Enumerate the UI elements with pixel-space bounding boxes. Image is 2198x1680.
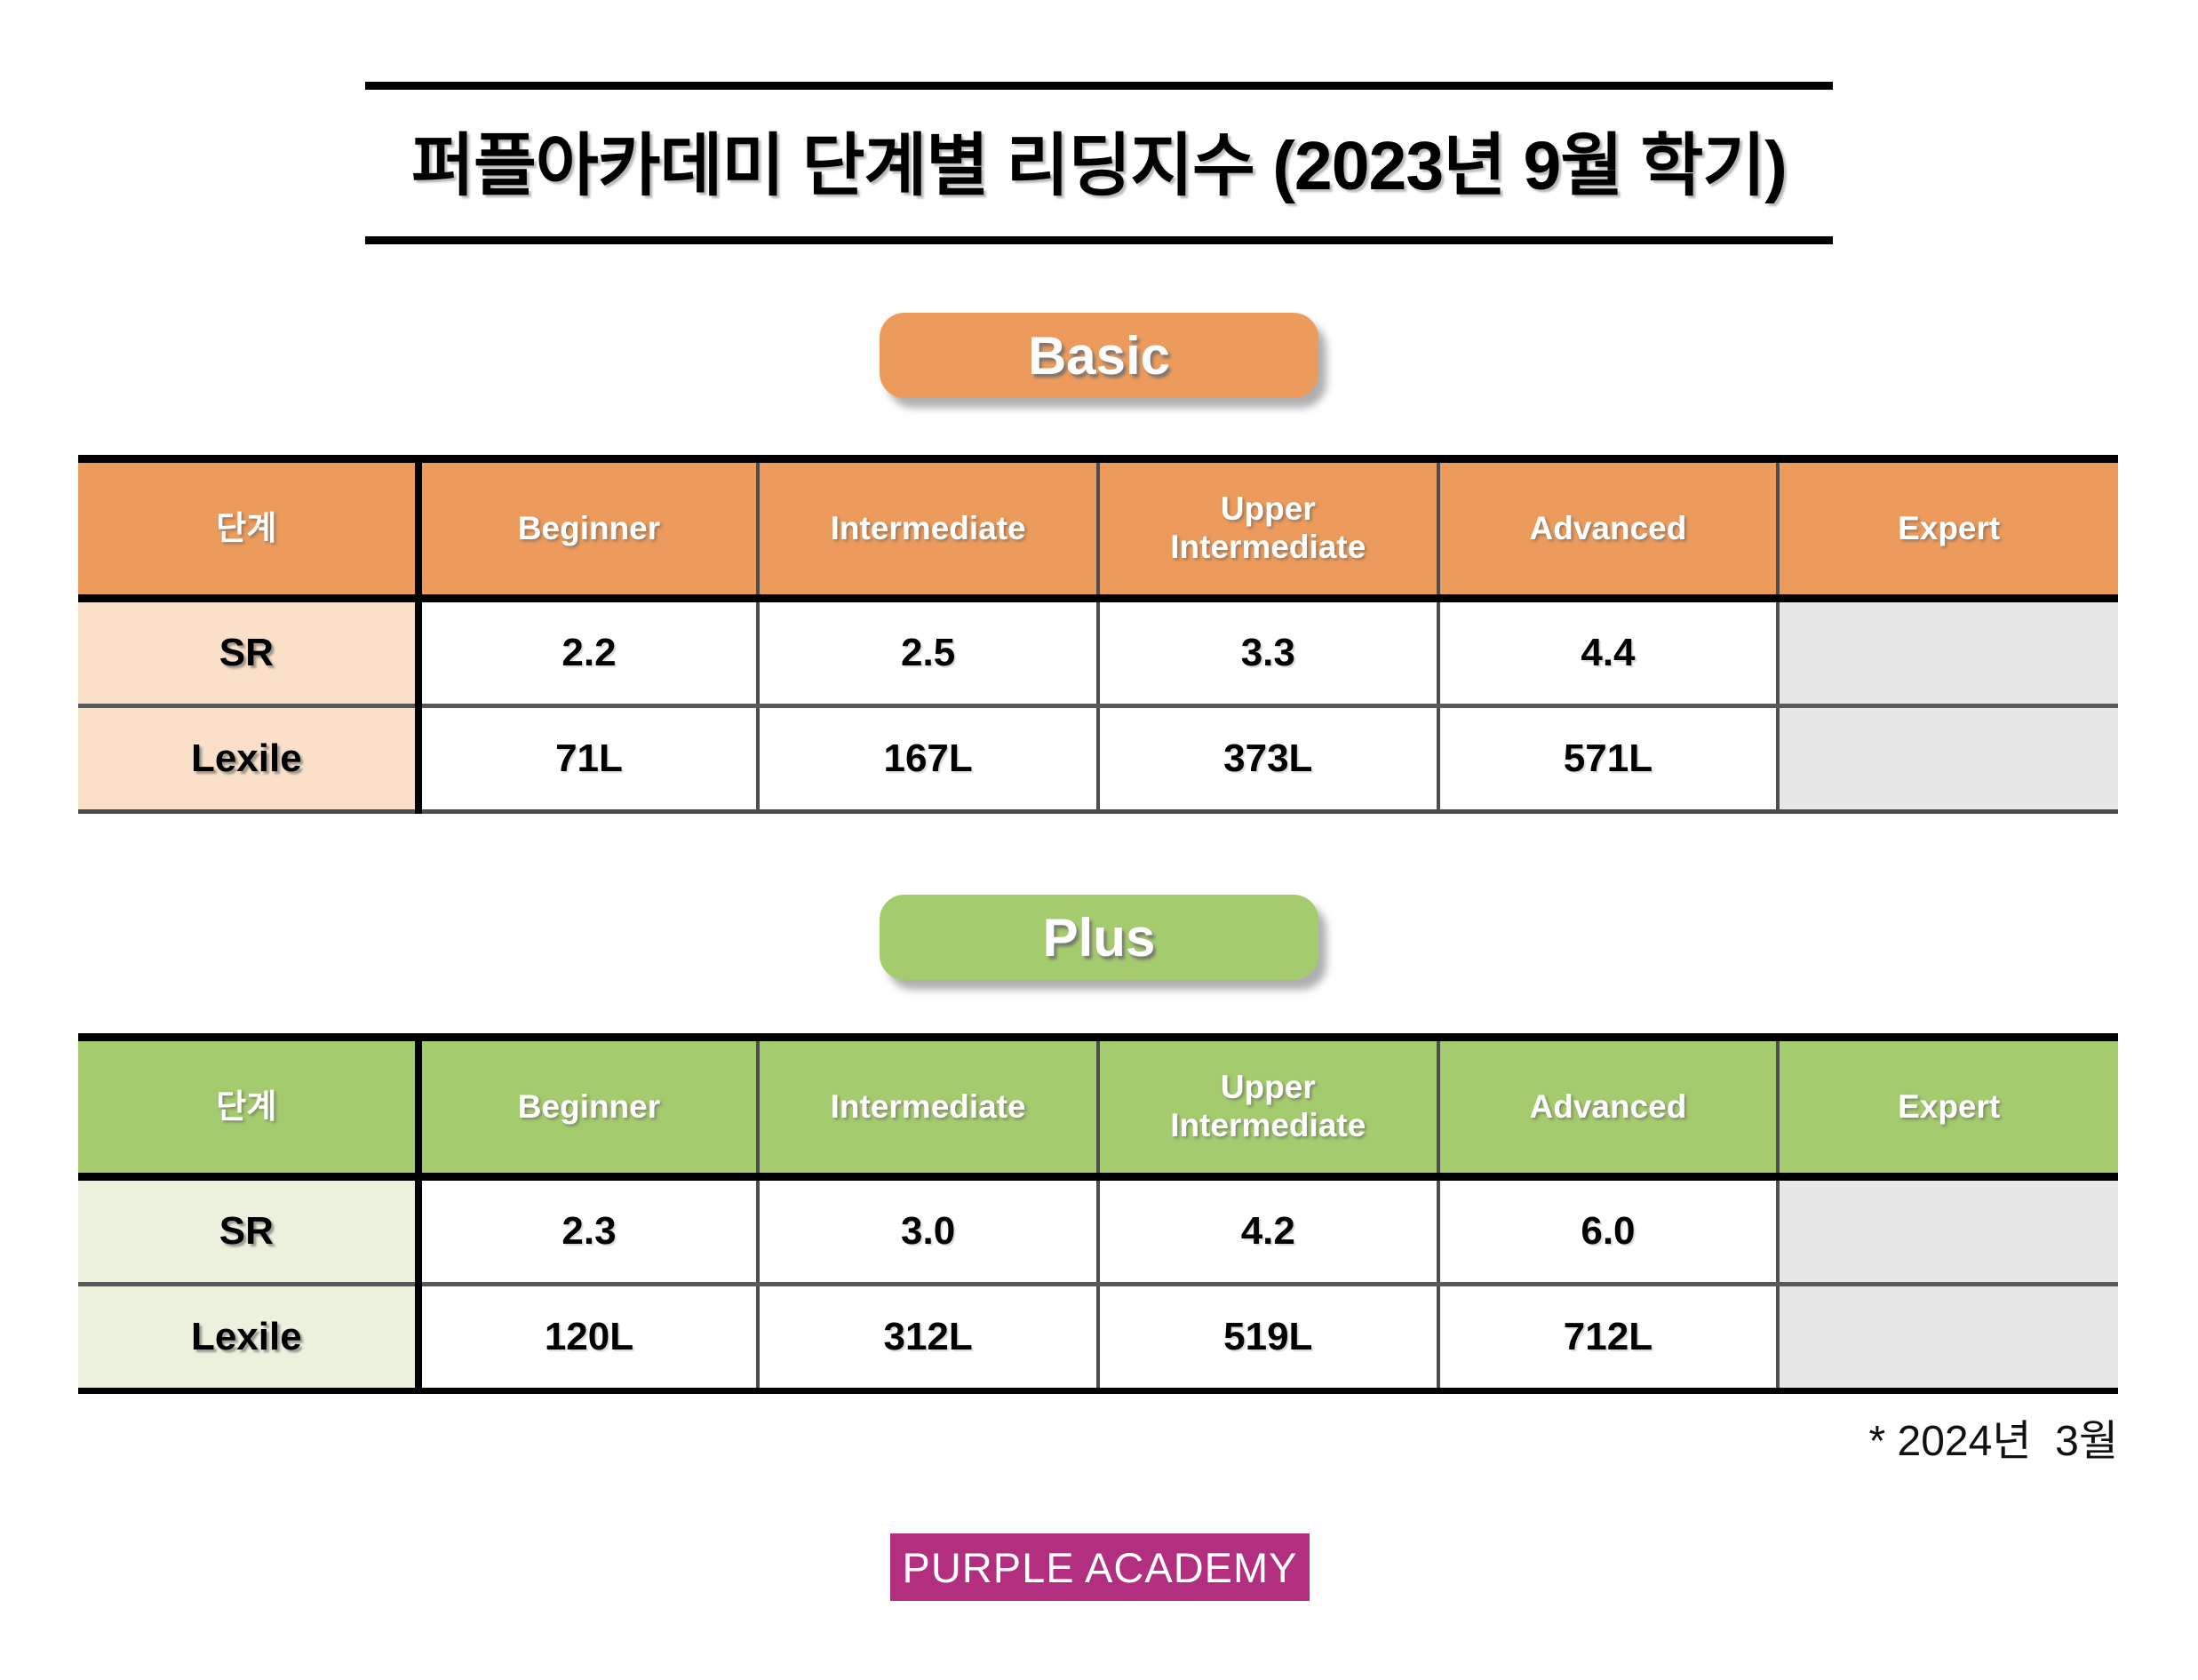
- basic-lexile-beginner: 71L: [418, 705, 761, 814]
- basic-sr-advanced: 4.4: [1437, 598, 1780, 708]
- plus-sr-row: SR 2.3 3.0 4.2 6.0: [78, 1176, 2118, 1286]
- basic-header-row: 단계 Beginner Intermediate Upper Intermedi…: [78, 455, 2118, 602]
- plus-header-level: 단계: [78, 1033, 422, 1181]
- basic-header-expert: Expert: [1778, 455, 2118, 602]
- plus-header-row: 단계 Beginner Intermediate Upper Intermedi…: [78, 1033, 2118, 1181]
- plus-lexile-expert: [1778, 1284, 2118, 1394]
- title-block: 퍼플아카데미 단계별 리딩지수 (2023년 9월 학기): [0, 82, 2198, 244]
- basic-sr-label: SR: [78, 598, 422, 708]
- basic-badge: Basic: [880, 313, 1318, 398]
- basic-lexile-upper-intermediate: 373L: [1097, 705, 1440, 814]
- page-title: 퍼플아카데미 단계별 리딩지수 (2023년 9월 학기): [411, 128, 1788, 204]
- purple-academy-logo: PURPLE ACADEMY: [890, 1533, 1310, 1601]
- basic-header-level: 단계: [78, 455, 422, 602]
- logo-text: PURPLE ACADEMY: [902, 1543, 1298, 1591]
- basic-sr-intermediate: 2.5: [758, 598, 1100, 708]
- basic-sr-expert: [1778, 598, 2118, 708]
- plus-sr-beginner: 2.3: [418, 1176, 761, 1286]
- plus-lexile-label: Lexile: [78, 1284, 422, 1394]
- plus-lexile-row: Lexile 120L 312L 519L 712L: [78, 1284, 2118, 1394]
- basic-header-beginner: Beginner: [418, 455, 761, 602]
- basic-badge-label: Basic: [1027, 325, 1171, 386]
- plus-header-advanced: Advanced: [1437, 1033, 1780, 1181]
- basic-lexile-label: Lexile: [78, 705, 422, 814]
- basic-sr-row: SR 2.2 2.5 3.3 4.4: [78, 598, 2118, 708]
- plus-header-expert: Expert: [1778, 1033, 2118, 1181]
- plus-lexile-upper-intermediate: 519L: [1097, 1284, 1440, 1394]
- basic-table: 단계 Beginner Intermediate Upper Intermedi…: [78, 455, 2118, 814]
- basic-lexile-advanced: 571L: [1437, 705, 1780, 814]
- plus-badge-label: Plus: [1042, 907, 1156, 967]
- plus-sr-advanced: 6.0: [1437, 1176, 1780, 1286]
- basic-lexile-row: Lexile 71L 167L 373L 571L: [78, 705, 2118, 814]
- plus-sr-upper-intermediate: 4.2: [1097, 1176, 1440, 1286]
- basic-sr-beginner: 2.2: [418, 598, 761, 708]
- plus-sr-label: SR: [78, 1176, 422, 1286]
- plus-header-intermediate: Intermediate: [758, 1033, 1100, 1181]
- basic-header-advanced: Advanced: [1437, 455, 1780, 602]
- basic-sr-upper-intermediate: 3.3: [1097, 598, 1440, 708]
- plus-header-beginner: Beginner: [418, 1033, 761, 1181]
- basic-header-intermediate: Intermediate: [758, 455, 1100, 602]
- basic-lexile-intermediate: 167L: [758, 705, 1100, 814]
- plus-table: 단계 Beginner Intermediate Upper Intermedi…: [78, 1033, 2118, 1394]
- basic-header-upper-intermediate: Upper Intermediate: [1097, 455, 1440, 602]
- plus-lexile-intermediate: 312L: [758, 1284, 1100, 1394]
- plus-sr-intermediate: 3.0: [758, 1176, 1100, 1286]
- plus-lexile-beginner: 120L: [418, 1284, 761, 1394]
- footnote: * 2024년 3월: [1868, 1418, 2118, 1465]
- basic-lexile-expert: [1778, 705, 2118, 814]
- plus-sr-expert: [1778, 1176, 2118, 1286]
- plus-badge: Plus: [880, 895, 1318, 980]
- title-rule-box: 퍼플아카데미 단계별 리딩지수 (2023년 9월 학기): [365, 82, 1833, 244]
- plus-lexile-advanced: 712L: [1437, 1284, 1780, 1394]
- plus-header-upper-intermediate: Upper Intermediate: [1097, 1033, 1440, 1181]
